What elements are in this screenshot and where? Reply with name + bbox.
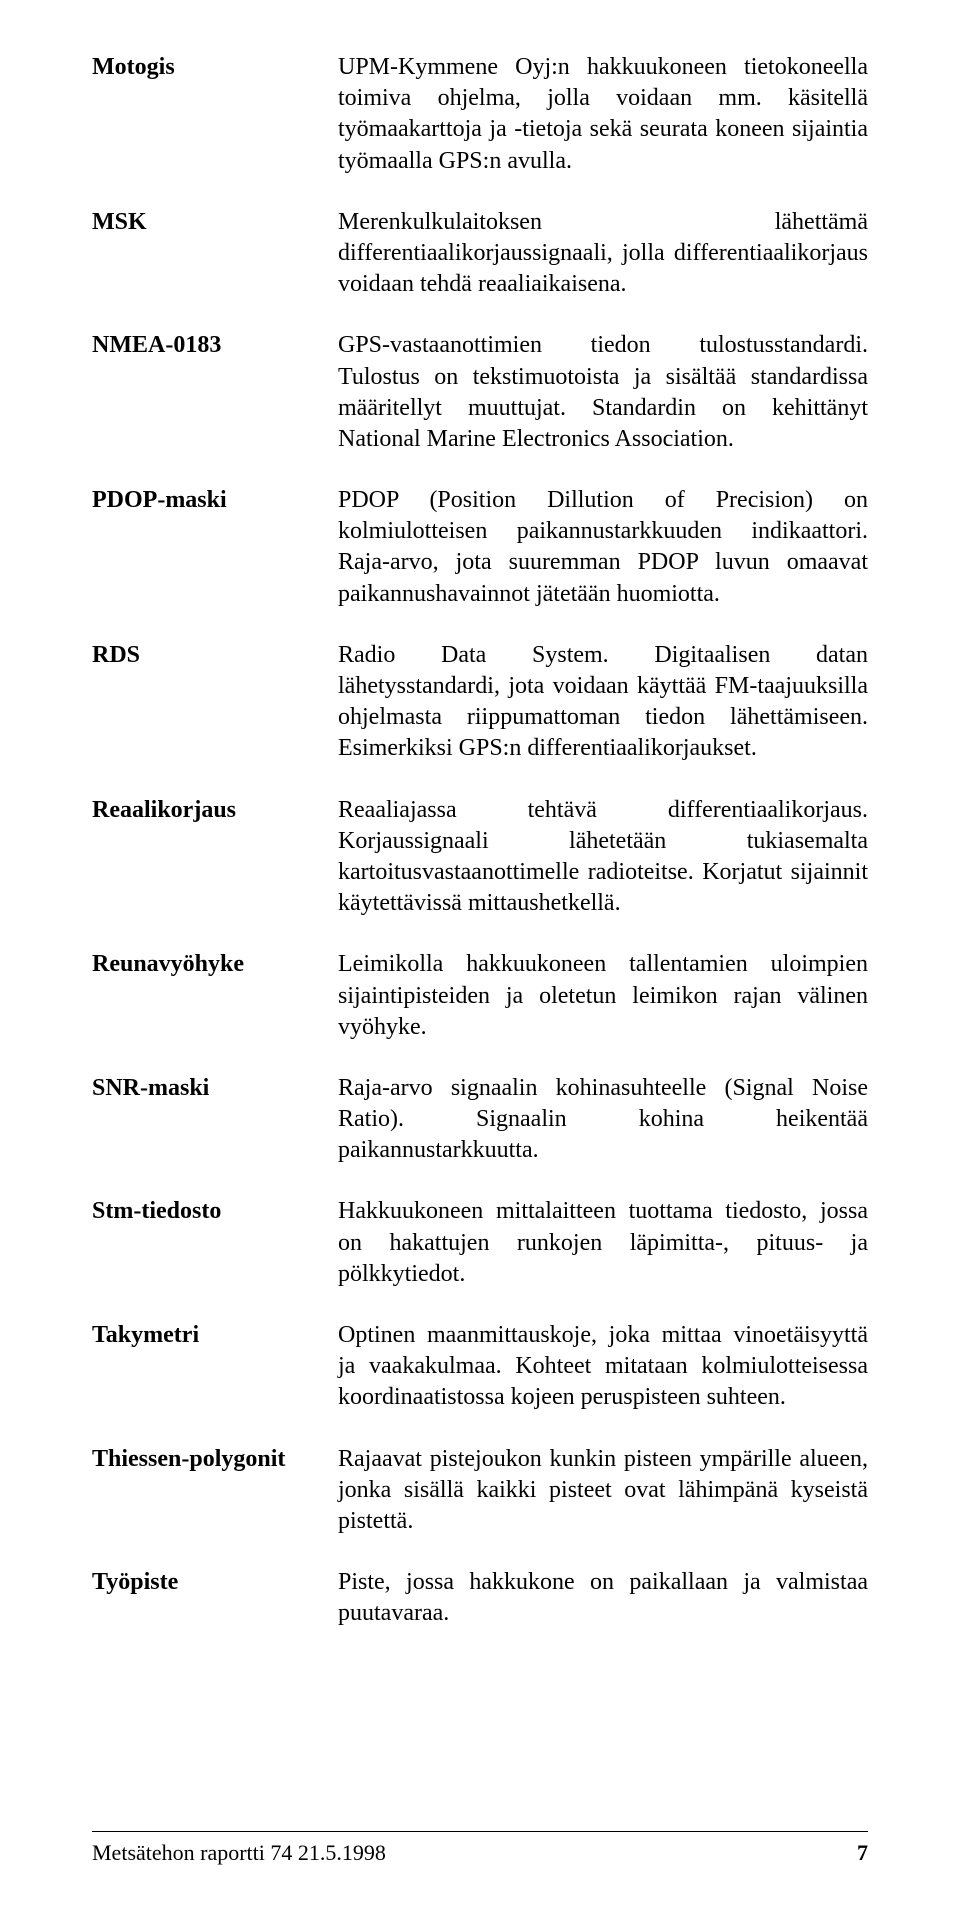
glossary-definition: Rajaavat pistejoukon kunkin pisteen ympä… bbox=[338, 1444, 868, 1538]
glossary-definition: Raja-arvo signaalin kohinasuhteelle (Sig… bbox=[338, 1073, 868, 1167]
glossary-definition: Hakkuukoneen mittalaitteen tuottama tied… bbox=[338, 1196, 868, 1290]
glossary-list: MotogisUPM-Kymmene Oyj:n hakkuukoneen ti… bbox=[92, 52, 868, 1630]
glossary-definition: Leimikolla hakkuukoneen tallentamien ulo… bbox=[338, 949, 868, 1043]
glossary-entry: TakymetriOptinen maanmittauskoje, joka m… bbox=[92, 1320, 868, 1414]
glossary-term: MSK bbox=[92, 207, 338, 301]
glossary-term: NMEA-0183 bbox=[92, 330, 338, 455]
glossary-term: Stm-tiedosto bbox=[92, 1196, 338, 1290]
glossary-entry: MSKMerenkulkulaitoksen lähettämä differe… bbox=[92, 207, 868, 301]
glossary-definition: Piste, jossa hakkukone on paikallaan ja … bbox=[338, 1567, 868, 1629]
glossary-entry: Thiessen-polygonitRajaavat pistejoukon k… bbox=[92, 1444, 868, 1538]
glossary-term: SNR-maski bbox=[92, 1073, 338, 1167]
glossary-term: RDS bbox=[92, 640, 338, 765]
glossary-term: Työpiste bbox=[92, 1567, 338, 1629]
glossary-definition: Merenkulkulaitoksen lähettämä differenti… bbox=[338, 207, 868, 301]
glossary-entry: Stm-tiedostoHakkuukoneen mittalaitteen t… bbox=[92, 1196, 868, 1290]
footer-page-number: 7 bbox=[857, 1840, 868, 1866]
glossary-definition: PDOP (Position Dillution of Precision) o… bbox=[338, 485, 868, 610]
glossary-entry: TyöpistePiste, jossa hakkukone on paikal… bbox=[92, 1567, 868, 1629]
glossary-definition: GPS-vastaanottimien tiedon tulostusstand… bbox=[338, 330, 868, 455]
glossary-term: PDOP-maski bbox=[92, 485, 338, 610]
glossary-definition: UPM-Kymmene Oyj:n hakkuukoneen tietokone… bbox=[338, 52, 868, 177]
glossary-term: Takymetri bbox=[92, 1320, 338, 1414]
glossary-term: Thiessen-polygonit bbox=[92, 1444, 338, 1538]
glossary-entry: PDOP-maskiPDOP (Position Dillution of Pr… bbox=[92, 485, 868, 610]
glossary-entry: MotogisUPM-Kymmene Oyj:n hakkuukoneen ti… bbox=[92, 52, 868, 177]
glossary-definition: Reaaliajassa tehtävä differentiaalikorja… bbox=[338, 795, 868, 920]
glossary-entry: ReaalikorjausReaaliajassa tehtävä differ… bbox=[92, 795, 868, 920]
glossary-term: Reunavyöhyke bbox=[92, 949, 338, 1043]
page-footer: Metsätehon raportti 74 21.5.1998 7 bbox=[92, 1831, 868, 1866]
glossary-definition: Radio Data System. Digitaalisen datan lä… bbox=[338, 640, 868, 765]
glossary-entry: SNR-maskiRaja-arvo signaalin kohinasuhte… bbox=[92, 1073, 868, 1167]
glossary-definition: Optinen maanmittauskoje, joka mittaa vin… bbox=[338, 1320, 868, 1414]
glossary-entry: RDSRadio Data System. Digitaalisen datan… bbox=[92, 640, 868, 765]
glossary-term: Motogis bbox=[92, 52, 338, 177]
glossary-entry: NMEA-0183GPS-vastaanottimien tiedon tulo… bbox=[92, 330, 868, 455]
glossary-term: Reaalikorjaus bbox=[92, 795, 338, 920]
glossary-entry: ReunavyöhykeLeimikolla hakkuukoneen tall… bbox=[92, 949, 868, 1043]
footer-report-info: Metsätehon raportti 74 21.5.1998 bbox=[92, 1840, 386, 1866]
